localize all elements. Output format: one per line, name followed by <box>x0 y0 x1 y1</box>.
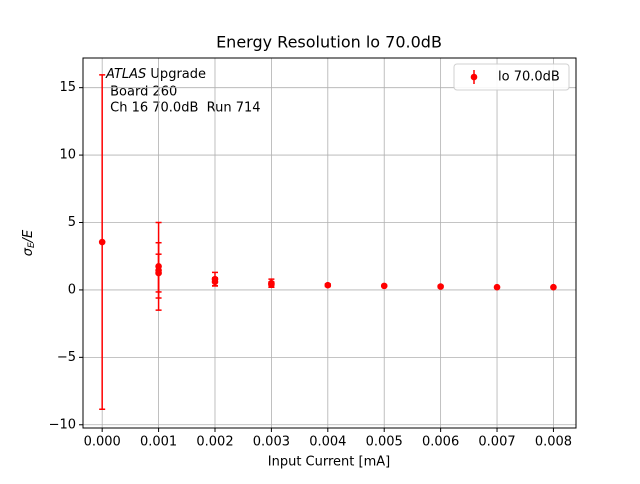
annotation: ATLAS Upgrade <box>105 67 206 82</box>
data-point <box>211 278 219 286</box>
y-label-part: /E <box>21 229 36 243</box>
x-tick-label: 0.000 <box>84 435 121 450</box>
x-tick-label: 0.003 <box>253 435 290 450</box>
annotation: Ch 16 70.0dB Run 714 <box>106 101 261 116</box>
legend-label: lo 70.0dB <box>498 70 560 85</box>
x-tick-label: 0.001 <box>140 435 177 450</box>
data-point <box>437 283 444 290</box>
x-tick-label: 0.007 <box>478 435 515 450</box>
chart-title: Energy Resolution lo 70.0dB <box>216 33 442 52</box>
legend-symbol <box>470 73 478 81</box>
data-point <box>380 282 388 290</box>
plot-frame <box>82 57 577 429</box>
y-label-part: E <box>27 242 37 248</box>
legend-box <box>453 63 570 91</box>
x-tick-label: 0.005 <box>366 435 403 450</box>
annotation: Board 260 <box>106 85 177 100</box>
y-axis-label: σE/E <box>21 229 37 256</box>
y-tick-label: 0 <box>68 282 76 297</box>
x-tick-label: 0.006 <box>422 435 459 450</box>
x-axis-label: Input Current [mA] <box>268 455 390 470</box>
y-tick-label: 15 <box>59 80 76 95</box>
data-point <box>98 238 106 246</box>
x-tick-label: 0.004 <box>309 435 346 450</box>
y-label-part: σ <box>21 247 36 256</box>
x-tick-label: 0.008 <box>535 435 572 450</box>
y-tick-label: 10 <box>59 148 76 163</box>
y-tick-label: 5 <box>68 215 76 230</box>
annotation-emph: ATLAS <box>105 67 146 82</box>
data-point <box>268 281 275 288</box>
y-tick-label: −10 <box>49 417 76 432</box>
annotation-text: Upgrade <box>150 67 206 82</box>
x-tick-label: 0.002 <box>196 435 233 450</box>
data-point <box>493 283 501 291</box>
data-point <box>550 283 557 291</box>
y-tick-label: −5 <box>57 350 76 365</box>
data-point <box>324 281 332 289</box>
data-point <box>155 269 162 277</box>
